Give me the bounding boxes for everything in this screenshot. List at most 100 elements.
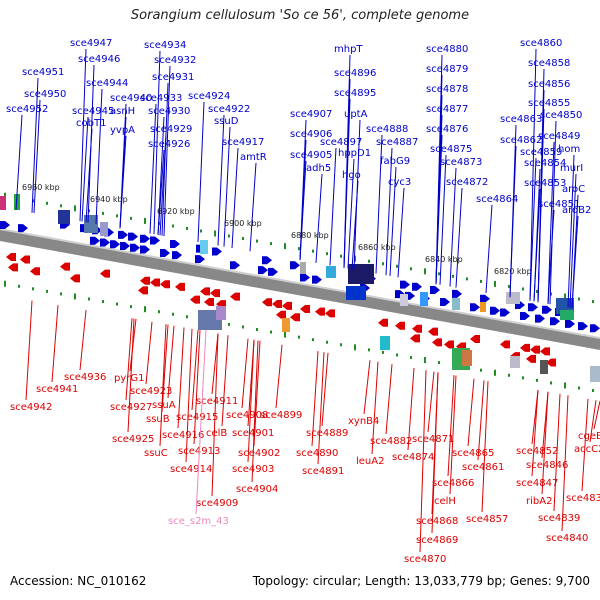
reverse-gene-arrow	[470, 335, 480, 344]
reverse-gene-label: celH	[434, 496, 456, 507]
genome-backbone	[0, 229, 600, 350]
reverse-gene-label: sce4915	[176, 412, 218, 423]
forward-gene-label: sce4877	[426, 104, 468, 115]
forward-gene-leader	[449, 167, 457, 287]
reverse-gene-label: ssuC	[144, 448, 168, 459]
reverse-gene-arrow	[520, 343, 530, 352]
forward-gene-leader	[375, 134, 383, 274]
reverse-gene-arrow	[210, 289, 220, 298]
forward-tick-mark	[256, 239, 258, 243]
forward-gene-label: sce4897	[320, 137, 362, 148]
forward-tick-mark	[396, 264, 398, 268]
forward-gene-label: sce4934	[144, 40, 186, 51]
forward-gene-arrow	[230, 261, 240, 270]
reverse-gene-label: cgeB	[578, 431, 600, 442]
reverse-gene-arrow	[20, 255, 30, 264]
reverse-tick-mark	[354, 344, 356, 351]
feature-block	[0, 196, 6, 210]
feature-block	[14, 194, 20, 210]
reverse-gene-arrow	[100, 269, 110, 278]
forward-gene-label: sce4849	[538, 131, 580, 142]
reverse-gene-arrow	[315, 307, 325, 316]
forward-gene-label: sce4950	[24, 89, 66, 100]
reverse-gene-leader	[371, 361, 379, 455]
backbone-highlight	[0, 228, 600, 339]
forward-gene-arrow	[195, 255, 205, 264]
reverse-gene-arrow	[378, 318, 388, 327]
reverse-gene-leader	[211, 333, 219, 497]
reverse-gene-leader	[481, 381, 489, 513]
forward-gene-arrow	[412, 282, 422, 291]
forward-tick-mark	[270, 242, 272, 246]
kbp-scale-label: 6900 kbp	[224, 219, 262, 228]
reverse-gene-leader	[221, 335, 229, 427]
reverse-gene-leader	[51, 305, 59, 383]
reverse-gene-label: sce4941	[36, 384, 78, 395]
reverse-gene-arrow	[428, 327, 438, 336]
forward-gene-arrow	[128, 232, 138, 241]
forward-gene-arrow	[170, 240, 180, 249]
feature-block	[510, 356, 520, 368]
forward-tick-mark	[452, 274, 454, 278]
reverse-gene-leader	[593, 400, 600, 430]
reverse-gene-arrow	[160, 280, 170, 289]
forward-gene-label: sce4888	[366, 124, 408, 135]
reverse-tick-mark	[326, 340, 328, 344]
forward-tick-mark	[102, 211, 104, 215]
reverse-gene-label: pyrG1	[114, 373, 145, 384]
forward-tick-mark	[410, 267, 412, 271]
reverse-gene-label: sce4870	[404, 554, 446, 565]
rna-gene-leader	[195, 329, 207, 515]
reverse-gene-leader	[125, 318, 133, 401]
forward-gene-arrow	[550, 317, 560, 326]
reverse-gene-leader	[531, 389, 539, 477]
forward-gene-leader	[31, 77, 39, 213]
forward-gene-label: sce4945	[72, 106, 114, 117]
reverse-gene-label: accC2	[574, 444, 600, 455]
reverse-tick-mark	[270, 330, 272, 334]
reverse-gene-leader	[159, 324, 167, 447]
reverse-tick-mark	[60, 292, 62, 296]
forward-tick-mark	[46, 201, 48, 205]
reverse-tick-mark	[298, 335, 300, 339]
reverse-gene-leader	[317, 352, 325, 465]
forward-gene-label: sce4924	[188, 91, 230, 102]
reverse-tick-mark	[438, 361, 440, 365]
forward-gene-label: asnH	[110, 106, 135, 117]
reverse-tick-mark	[172, 312, 174, 316]
reverse-gene-arrow	[282, 301, 292, 310]
reverse-gene-arrow	[276, 310, 286, 319]
forward-gene-leader	[351, 180, 359, 270]
reverse-gene-arrow	[30, 267, 40, 276]
forward-gene-leader	[95, 88, 103, 225]
reverse-gene-arrow	[175, 282, 185, 291]
forward-gene-arrow	[120, 242, 130, 250]
forward-tick-mark	[200, 229, 202, 233]
forward-gene-arrow	[528, 303, 538, 312]
reverse-gene-label: sce4868	[416, 516, 458, 527]
reverse-gene-label: sce4942	[10, 402, 52, 413]
forward-gene-leader	[33, 99, 41, 214]
kbp-scale-label: 6820 kbp	[494, 267, 532, 276]
forward-gene-label: sce4896	[334, 68, 376, 79]
reverse-tick-mark	[228, 322, 230, 326]
feature-block	[58, 210, 70, 224]
forward-gene-arrow	[18, 224, 28, 233]
forward-gene-label: sce4878	[426, 84, 468, 95]
forward-gene-leader	[79, 48, 87, 222]
forward-gene-leader	[163, 65, 171, 237]
forward-gene-leader	[81, 116, 89, 222]
forward-gene-arrow	[130, 243, 140, 252]
feature-block	[480, 302, 486, 312]
kbp-scale-label: 6960 kbp	[22, 183, 60, 192]
forward-gene-leader	[397, 187, 405, 278]
reverse-gene-leader	[363, 360, 371, 415]
forward-tick-mark	[424, 268, 426, 275]
feature-block	[506, 292, 520, 304]
reverse-gene-arrow	[230, 292, 240, 301]
forward-tick-mark	[172, 224, 174, 228]
forward-gene-label: sce4862	[500, 135, 542, 146]
feature-block	[100, 222, 108, 236]
forward-gene-leader	[197, 101, 205, 243]
figure-title: Sorangium cellulosum 'So ce 56', complet…	[130, 8, 470, 23]
